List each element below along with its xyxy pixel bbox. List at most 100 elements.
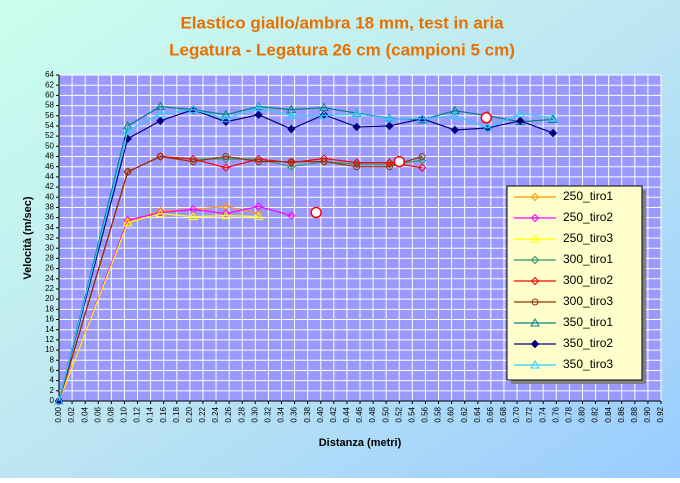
marker bbox=[254, 110, 263, 119]
y-tick-label: 2 bbox=[50, 386, 55, 395]
marker bbox=[530, 359, 540, 369]
y-tick-label: 24 bbox=[45, 274, 54, 283]
x-tick-label: 0.54 bbox=[407, 406, 416, 422]
y-tick-label: 48 bbox=[45, 152, 54, 161]
x-tick-label: 0.56 bbox=[421, 406, 430, 422]
x-tick-label: 0.78 bbox=[565, 406, 574, 422]
y-tick-label: 30 bbox=[45, 243, 54, 252]
x-tick-label: 0.16 bbox=[159, 406, 168, 422]
marker bbox=[253, 211, 264, 221]
legend-label: 250_tiro3 bbox=[563, 231, 613, 245]
marker bbox=[122, 120, 133, 130]
marker bbox=[255, 158, 263, 166]
x-tick-label: 0.40 bbox=[316, 406, 325, 422]
marker bbox=[156, 206, 165, 216]
x-axis-label: Distanza (metri) bbox=[319, 437, 402, 449]
x-tick-label: 0.20 bbox=[185, 406, 194, 422]
highlight bbox=[480, 112, 493, 124]
marker bbox=[122, 217, 133, 227]
x-tick-label: 0.28 bbox=[237, 406, 246, 422]
x-tick-label: 0.12 bbox=[133, 406, 142, 422]
marker bbox=[155, 208, 166, 218]
marker bbox=[287, 158, 295, 166]
marker bbox=[254, 154, 263, 164]
x-tick-label: 0.46 bbox=[355, 406, 364, 422]
x-tick-label: 0.86 bbox=[617, 406, 626, 422]
marker bbox=[122, 126, 133, 135]
y-tick-label: 38 bbox=[45, 203, 54, 212]
x-tick-label: 0.58 bbox=[434, 406, 443, 422]
y-tick-label: 58 bbox=[45, 101, 54, 110]
series-line bbox=[58, 155, 423, 402]
x-tick-label: 0.48 bbox=[368, 406, 377, 422]
y-tick-label: 14 bbox=[45, 325, 54, 334]
marker bbox=[253, 102, 264, 112]
marker bbox=[548, 114, 558, 123]
marker bbox=[417, 113, 428, 123]
marker bbox=[418, 153, 426, 160]
x-tick-label: 0.72 bbox=[525, 406, 534, 422]
marker bbox=[287, 162, 296, 171]
y-tick-label: 62 bbox=[45, 80, 54, 89]
y-tick-label: 34 bbox=[45, 223, 54, 232]
chart-title: Elastico giallo/ambra 18 mm, test in ari… bbox=[180, 13, 504, 32]
marker bbox=[450, 125, 460, 135]
x-tick-label: 0.38 bbox=[303, 406, 312, 422]
marker bbox=[188, 154, 198, 164]
chart-subtitle: Legatura - Legatura 26 cm (campioni 5 cm… bbox=[169, 40, 515, 59]
x-tick-label: 0.90 bbox=[643, 406, 652, 422]
marker bbox=[188, 104, 199, 114]
marker bbox=[530, 339, 540, 349]
marker bbox=[287, 211, 296, 220]
x-tick-label: 0.70 bbox=[512, 406, 521, 422]
x-tick-label: 0.08 bbox=[106, 406, 115, 422]
marker bbox=[384, 113, 395, 123]
y-tick-label: 16 bbox=[45, 315, 54, 324]
x-tick-label: 0.74 bbox=[538, 406, 547, 422]
x-tick-label: 0.32 bbox=[264, 406, 273, 422]
marker bbox=[220, 113, 231, 123]
y-axis-label: Velocità (m/sec) bbox=[22, 196, 34, 279]
x-tick-label: 0.68 bbox=[499, 406, 508, 422]
y-tick-label: 52 bbox=[45, 131, 54, 140]
x-tick-label: 0.50 bbox=[381, 406, 390, 422]
marker bbox=[530, 255, 540, 265]
y-tick-label: 46 bbox=[45, 162, 54, 171]
x-tick-label: 0.00 bbox=[54, 406, 63, 422]
x-tick-label: 0.60 bbox=[447, 406, 456, 422]
x-tick-label: 0.82 bbox=[591, 406, 600, 422]
x-tick-label: 0.34 bbox=[277, 406, 286, 422]
x-tick-label: 0.88 bbox=[630, 406, 639, 422]
y-tick-label: 6 bbox=[50, 366, 55, 375]
legend-label: 250_tiro1 bbox=[563, 189, 613, 203]
x-tick-label: 0.24 bbox=[211, 406, 220, 422]
marker bbox=[385, 163, 393, 171]
marker bbox=[156, 116, 165, 126]
marker bbox=[189, 158, 197, 166]
marker bbox=[548, 128, 558, 138]
marker bbox=[287, 124, 296, 134]
x-tick-label: 0.66 bbox=[486, 406, 495, 422]
marker bbox=[254, 202, 263, 211]
y-tick-label: 64 bbox=[45, 70, 54, 79]
marker bbox=[221, 163, 231, 172]
marker bbox=[320, 158, 328, 166]
marker bbox=[123, 217, 132, 226]
x-tick-label: 0.80 bbox=[578, 406, 587, 422]
x-tick-label: 0.26 bbox=[224, 406, 233, 422]
y-tick-label: 22 bbox=[45, 284, 54, 293]
series-line bbox=[58, 212, 259, 402]
y-tick-label: 40 bbox=[45, 192, 54, 201]
y-tick-label: 42 bbox=[45, 182, 54, 191]
y-tick-label: 4 bbox=[50, 376, 55, 385]
marker bbox=[531, 298, 539, 306]
marker bbox=[54, 395, 64, 405]
marker bbox=[385, 121, 394, 131]
x-tick-label: 0.84 bbox=[604, 406, 613, 422]
marker bbox=[319, 110, 329, 120]
x-tick-label: 0.22 bbox=[198, 406, 207, 422]
y-tick-label: 56 bbox=[45, 111, 54, 120]
marker bbox=[530, 276, 540, 286]
legend-label: 300_tiro1 bbox=[563, 252, 613, 266]
